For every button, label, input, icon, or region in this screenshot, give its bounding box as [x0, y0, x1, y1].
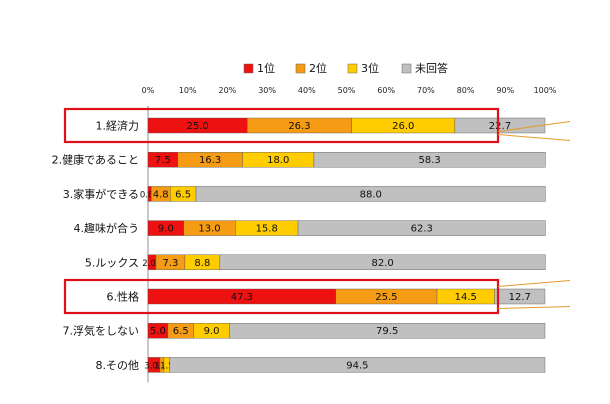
x-tick-label: 20% — [219, 86, 237, 95]
data-label: 9.0 — [158, 224, 174, 235]
bar-segment — [297, 220, 546, 236]
x-tick-label: 90% — [496, 86, 514, 95]
data-label: 9.0 — [204, 326, 220, 337]
data-label: 88.0 — [360, 189, 382, 200]
legend-swatch-2 — [295, 63, 306, 74]
data-label: 1.0 — [155, 361, 169, 371]
bar-segment — [494, 288, 546, 305]
category-label: 8.その他 — [96, 359, 140, 372]
legend-label-1: 1位 — [257, 61, 275, 75]
x-tick-label: 80% — [457, 86, 475, 95]
callout-line — [497, 121, 571, 132]
data-label: 3.0 — [144, 361, 158, 371]
data-label: 18.0 — [267, 155, 289, 166]
category-label: 3.家事ができる — [63, 187, 139, 201]
legend-swatch-4 — [401, 63, 412, 74]
legend-label-3: 3位 — [361, 61, 379, 75]
data-label: 58.3 — [419, 155, 441, 166]
category-label: 7.浮気をしない — [63, 324, 140, 338]
data-label: 4.8 — [153, 189, 169, 200]
data-label: 5.0 — [150, 326, 166, 337]
data-label: 16.3 — [199, 155, 221, 166]
data-label: 14.5 — [455, 292, 477, 303]
data-label: 7.5 — [155, 155, 171, 166]
data-label: 13.0 — [198, 224, 220, 235]
data-label: 2.0 — [142, 259, 156, 269]
data-label: 15.8 — [256, 224, 278, 235]
data-label: 25.5 — [375, 292, 397, 303]
data-label: 94.5 — [346, 360, 368, 371]
category-label: 2.健康であること — [52, 153, 139, 167]
callout-line — [497, 306, 571, 309]
data-label: 0.8 — [140, 190, 154, 200]
data-label: 79.5 — [376, 326, 398, 337]
callout-line — [497, 134, 571, 141]
data-label: 6.5 — [175, 189, 191, 200]
legend-swatch-3 — [347, 63, 358, 74]
data-label: 6.5 — [173, 326, 189, 337]
data-label: 26.3 — [288, 121, 310, 132]
data-label: 12.7 — [509, 292, 531, 303]
x-tick-label: 30% — [258, 86, 276, 95]
x-tick-label: 60% — [377, 86, 395, 95]
bar-segment — [229, 323, 546, 339]
data-label: 8.8 — [194, 258, 210, 269]
x-tick-label: 70% — [417, 86, 435, 95]
data-label: 82.0 — [371, 258, 393, 269]
legend-swatch-1 — [243, 63, 254, 74]
bar-segment — [313, 151, 546, 168]
data-label: 1.5 — [160, 361, 174, 371]
bar-segment — [454, 117, 546, 134]
x-tick-label: 50% — [338, 86, 356, 95]
highlight-box — [63, 107, 500, 144]
category-label: 5.ルックス — [85, 256, 139, 269]
x-tick-label: 100% — [534, 86, 557, 95]
category-label: 6.性格 — [107, 290, 140, 304]
data-label: 22.7 — [489, 121, 511, 132]
x-tick-label: 10% — [179, 86, 197, 95]
highlight-box — [63, 278, 500, 315]
x-tick-label: 0% — [142, 86, 155, 95]
legend-label-4: 未回答 — [415, 61, 448, 75]
category-label: 1.経済力 — [96, 119, 140, 133]
data-label: 26.0 — [392, 121, 414, 132]
data-label: 7.3 — [162, 258, 178, 269]
bar-segment — [219, 254, 546, 271]
bar-segment — [169, 357, 546, 373]
x-tick-label: 40% — [298, 86, 316, 95]
callout-line — [497, 280, 571, 287]
category-label: 4.趣味が合う — [74, 221, 140, 235]
data-label: 47.3 — [231, 292, 253, 303]
data-label: 62.3 — [411, 224, 433, 235]
legend-label-2: 2位 — [309, 61, 327, 75]
bar-segment — [195, 186, 546, 202]
data-label: 25.0 — [186, 121, 208, 132]
